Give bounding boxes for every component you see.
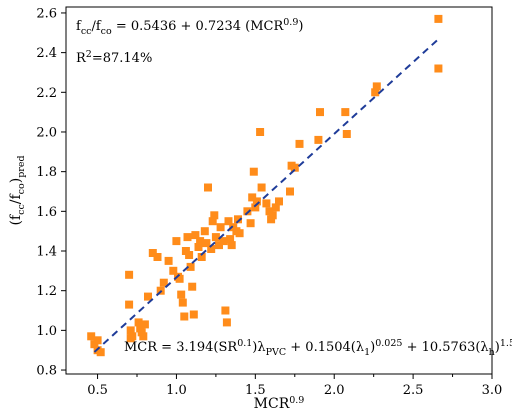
data-point: [246, 219, 255, 228]
data-point: [188, 282, 197, 291]
x-tick-label: 0.5: [87, 383, 108, 398]
equation-annotation: fcc/fco = 0.5436 + 0.7234 (MCR0.9): [76, 17, 303, 37]
data-point: [134, 318, 143, 327]
x-tick-label: 2.5: [403, 383, 424, 398]
data-point: [216, 223, 225, 232]
data-point: [140, 320, 149, 329]
data-point: [153, 253, 162, 261]
data-point: [271, 203, 280, 212]
data-point: [180, 312, 189, 321]
data-point: [128, 332, 137, 341]
data-point: [316, 108, 324, 117]
data-point: [125, 300, 134, 309]
r-squared-annotation: R2=87.14%: [76, 49, 152, 66]
data-point: [226, 235, 235, 244]
data-point: [177, 290, 186, 299]
mcr-formula-annotation: MCR = 3.194(SR0.1)λPVC + 0.1504(λ1)0.025…: [124, 338, 512, 358]
data-point: [144, 292, 152, 301]
data-point: [197, 253, 206, 261]
data-point: [183, 233, 192, 242]
data-point: [268, 211, 277, 220]
data-point: [96, 348, 105, 357]
y-tick-label: 1.8: [36, 165, 57, 180]
data-point: [204, 183, 212, 192]
data-point: [286, 187, 294, 196]
data-point: [189, 310, 198, 319]
data-point: [290, 163, 299, 172]
data-point: [93, 336, 102, 345]
data-point: [196, 237, 205, 246]
data-point: [164, 256, 173, 265]
data-point: [200, 227, 209, 236]
y-tick-label: 0.8: [36, 364, 57, 379]
data-point: [159, 278, 168, 287]
data-point: [227, 241, 236, 250]
y-tick-label: 1.0: [36, 324, 57, 339]
ticks-layer: [61, 12, 493, 379]
data-point: [172, 237, 181, 246]
x-tick-label: 1.5: [245, 383, 266, 398]
data-point: [175, 274, 184, 283]
data-point: [295, 139, 304, 148]
data-point: [251, 203, 260, 212]
data-point: [178, 298, 187, 307]
data-point: [248, 193, 257, 202]
data-point: [208, 217, 217, 226]
data-point: [207, 245, 216, 253]
x-axis-label: MCR0.9: [254, 395, 305, 412]
y-tick-label: 1.2: [36, 284, 57, 299]
data-point: [234, 215, 242, 224]
x-tick-label: 3.0: [482, 383, 503, 398]
data-point: [243, 207, 252, 216]
data-point: [169, 266, 178, 275]
data-point: [371, 88, 380, 97]
data-point: [215, 241, 223, 250]
data-point: [210, 211, 219, 220]
data-point: [275, 197, 283, 206]
x-tick-label: 2.0: [324, 383, 345, 398]
data-point: [341, 108, 350, 117]
y-tick-label: 1.4: [36, 245, 57, 260]
data-point: [224, 217, 233, 226]
data-point: [194, 243, 203, 251]
data-point: [342, 130, 351, 138]
data-point: [372, 82, 381, 91]
y-tick-label: 2.4: [36, 46, 57, 61]
data-point: [434, 14, 443, 23]
data-point: [249, 167, 258, 176]
y-axis-label: (fcc/fco)pred: [8, 155, 27, 225]
data-point: [87, 332, 96, 341]
data-point: [252, 197, 261, 206]
labels-layer: 0.5 1.0 1.5 2.0 2.5 3.0 0.8 1.0 1.2 1.4 1.6 1.8 2.0 2…: [8, 6, 512, 412]
data-point: [219, 237, 228, 246]
y-tick-label: 2.0: [36, 125, 57, 140]
data-point: [126, 326, 135, 335]
data-point: [125, 270, 134, 279]
plot-frame: [65, 6, 493, 375]
fit-line-layer: [93, 38, 440, 353]
data-point: [211, 233, 220, 242]
data-point: [186, 262, 195, 271]
x-tick-label: 1.0: [166, 383, 187, 398]
markers-layer: [87, 14, 443, 357]
data-point: [256, 128, 265, 136]
data-point: [222, 318, 231, 327]
y-tick-label: 1.6: [36, 205, 57, 220]
y-tick-label: 2.2: [36, 86, 57, 101]
data-point: [191, 231, 200, 240]
y-tick-label: 2.6: [36, 6, 57, 21]
data-point: [434, 64, 443, 73]
fit-line: [93, 38, 440, 353]
data-point: [257, 183, 266, 192]
data-point: [185, 251, 194, 259]
data-point: [202, 239, 211, 248]
data-point: [235, 229, 244, 238]
data-point: [139, 332, 148, 341]
data-point: [262, 199, 271, 208]
data-point: [221, 306, 230, 315]
data-point: [148, 249, 157, 257]
data-point: [314, 135, 323, 144]
